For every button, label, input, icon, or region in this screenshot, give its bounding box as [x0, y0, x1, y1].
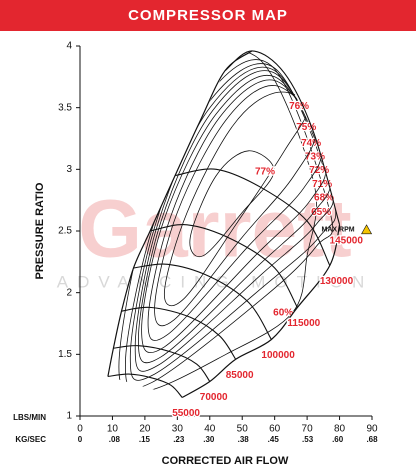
speed-label: 130000 [320, 276, 354, 287]
x-tick-label: 30 [172, 424, 184, 435]
speed-label: 55000 [172, 408, 200, 419]
speed-line [175, 168, 331, 266]
x2-tick-label: .68 [366, 435, 378, 444]
efficiency-label: 77% [255, 166, 275, 177]
x-tick-label: 60 [269, 424, 281, 435]
x2-row-label: KG/SEC [15, 435, 46, 444]
efficiency-island [141, 74, 327, 353]
efficiency-island [189, 150, 275, 258]
chart-title: COMPRESSOR MAP [128, 7, 288, 24]
max-rpm-annotation: MAX RPM [322, 227, 355, 234]
efficiency-island [134, 66, 334, 372]
x2-tick-label: .45 [268, 435, 280, 444]
x2-tick-label: .30 [203, 435, 215, 444]
warning-icon [361, 224, 373, 235]
speed-line [121, 306, 237, 360]
efficiency-island [129, 63, 337, 381]
speed-line [149, 224, 298, 308]
efficiency-island [124, 59, 334, 389]
plot: 11.522.533.540 10 20 30 40 50 60 70 80 900.08.15.… [58, 41, 378, 444]
x2-tick-label: .08 [109, 435, 121, 444]
y-tick-label: 2 [66, 287, 72, 298]
x-row-label: LBS/MIN [13, 413, 46, 422]
speed-line [133, 263, 272, 340]
y-tick-label: 3 [66, 164, 72, 175]
y-tick-label: 1.5 [58, 349, 72, 360]
efficiency-label: 76% [289, 101, 309, 112]
x-tick-label: 20 [139, 424, 151, 435]
x-tick-label: 40 [204, 424, 216, 435]
speed-line [224, 50, 341, 225]
x-tick-label: 10 [107, 424, 119, 435]
x-tick-label: 50 [237, 424, 249, 435]
efficiency-island [163, 91, 309, 307]
x2-tick-label: .23 [173, 435, 185, 444]
speed-label: 85000 [226, 370, 254, 381]
efficiency-label: 60% [273, 308, 293, 319]
x-axis-title: CORRECTED AIR FLOW [162, 455, 289, 467]
y-axis-title: PRESSURE RATIO [34, 182, 46, 279]
y-tick-label: 2.5 [58, 226, 72, 237]
efficiency-label: 68% [314, 192, 334, 203]
speed-label: 70000 [200, 392, 228, 403]
speed-label: 115000 [287, 318, 320, 329]
x2-tick-label: .38 [238, 435, 250, 444]
x2-tick-label: 0 [78, 435, 83, 444]
y-tick-label: 3.5 [58, 102, 72, 113]
watermark: Garrett [78, 184, 351, 275]
x-tick-label: 80 [334, 424, 346, 435]
y-tick-label: 1 [66, 411, 72, 422]
x2-tick-label: .15 [139, 435, 151, 444]
speed-line [107, 373, 183, 398]
x-tick-label: 70 [302, 424, 314, 435]
speed-label: 145000 [330, 235, 364, 246]
efficiency-island [137, 70, 331, 364]
efficiency-island [147, 79, 322, 341]
efficiency-label: 65% [311, 207, 331, 218]
x-tick-label: 0 [77, 424, 83, 435]
x-tick-label: 90 [366, 424, 378, 435]
efficiency-label: 75% [296, 122, 316, 133]
header-bar [0, 0, 416, 31]
speed-label: 100000 [261, 350, 295, 361]
efficiency-island [154, 85, 317, 327]
y-tick-label: 4 [66, 41, 72, 52]
speed-line [113, 345, 211, 382]
x2-tick-label: .60 [332, 435, 344, 444]
x2-tick-label: .53 [302, 435, 314, 444]
